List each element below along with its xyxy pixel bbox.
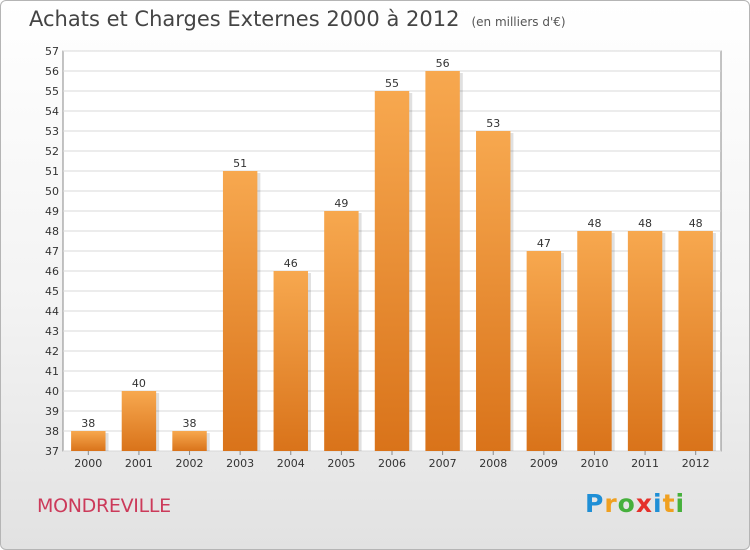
y-tick-label: 39	[45, 405, 59, 418]
bar-chart: 37 38 39 40 41 42 43 44 45 46 47 48 49 50 51 52 53 54 55 56…	[1, 1, 750, 550]
x-tick-label: 2011	[631, 457, 659, 470]
y-tick-label: 42	[45, 345, 59, 358]
logo-letter: x	[636, 489, 653, 518]
bar-2003	[223, 171, 257, 451]
y-tick-label: 45	[45, 285, 59, 298]
x-tick-label: 2004	[277, 457, 305, 470]
x-tick-label: 2009	[530, 457, 558, 470]
y-tick-label: 51	[45, 165, 59, 178]
bar-value-label: 48	[638, 217, 652, 230]
y-tick-label: 55	[45, 85, 59, 98]
bar-value-label: 47	[537, 237, 551, 250]
x-tick-label: 2001	[125, 457, 153, 470]
x-tick-label: 2000	[74, 457, 102, 470]
y-tick-label: 52	[45, 145, 59, 158]
logo-letter: i	[676, 489, 686, 518]
x-tick-label: 2008	[479, 457, 507, 470]
bar-value-label: 38	[81, 417, 95, 430]
bar-value-label: 40	[132, 377, 146, 390]
y-tick-label: 40	[45, 385, 59, 398]
bar-value-label: 53	[486, 117, 500, 130]
commune-name: MONDREVILLE	[37, 495, 171, 517]
logo-letter: r	[604, 489, 617, 518]
x-tick-label: 2006	[378, 457, 406, 470]
bar-2008	[476, 131, 510, 451]
x-tick-label: 2010	[580, 457, 608, 470]
bar-2010	[577, 231, 611, 451]
bar-2005	[324, 211, 358, 451]
bar-2009	[527, 251, 561, 451]
bar-2012	[678, 231, 712, 451]
bar-value-label: 56	[436, 57, 450, 70]
bar-2006	[375, 91, 409, 451]
logo-letter: t	[663, 489, 676, 518]
bar-value-label: 38	[183, 417, 197, 430]
y-tick-label: 37	[45, 445, 59, 458]
y-tick-label: 44	[45, 305, 59, 318]
bar-value-label: 48	[587, 217, 601, 230]
y-tick-label: 56	[45, 65, 59, 78]
proxiti-logo[interactable]: Proxiti	[585, 489, 685, 518]
bar-2001	[122, 391, 156, 451]
bar-value-label: 46	[284, 257, 298, 270]
y-tick-label: 48	[45, 225, 59, 238]
y-tick-label: 54	[45, 105, 59, 118]
y-tick-label: 50	[45, 185, 59, 198]
bar-2004	[274, 271, 308, 451]
y-tick-label: 43	[45, 325, 59, 338]
x-tick-label: 2003	[226, 457, 254, 470]
y-tick-label: 49	[45, 205, 59, 218]
y-tick-label: 38	[45, 425, 59, 438]
bar-value-label: 55	[385, 77, 399, 90]
y-tick-label: 57	[45, 45, 59, 58]
y-axis: 37 38 39 40 41 42 43 44 45 46 47 48 49 50 51 52 53 54 55 56…	[45, 45, 59, 458]
logo-letter: o	[618, 489, 636, 518]
y-tick-label: 41	[45, 365, 59, 378]
bar-2007	[425, 71, 459, 451]
bar-value-label: 51	[233, 157, 247, 170]
chart-frame: Achats et Charges Externes 2000 à 2012 (e…	[0, 0, 750, 550]
y-tick-label: 53	[45, 125, 59, 138]
x-tick-label: 2012	[682, 457, 710, 470]
bar-2002	[172, 431, 206, 451]
y-tick-label: 46	[45, 265, 59, 278]
logo-letter: P	[585, 489, 604, 518]
bar-2011	[628, 231, 662, 451]
x-axis: 2000 2001 2002 2003 2004 2005 2006 2007 2008 2009…	[74, 451, 709, 470]
x-tick-label: 2007	[429, 457, 457, 470]
bar-2000	[71, 431, 105, 451]
bar-value-label: 49	[334, 197, 348, 210]
logo-letter: i	[653, 489, 663, 518]
x-tick-label: 2002	[176, 457, 204, 470]
bar-value-label: 48	[689, 217, 703, 230]
y-tick-label: 47	[45, 245, 59, 258]
x-tick-label: 2005	[327, 457, 355, 470]
